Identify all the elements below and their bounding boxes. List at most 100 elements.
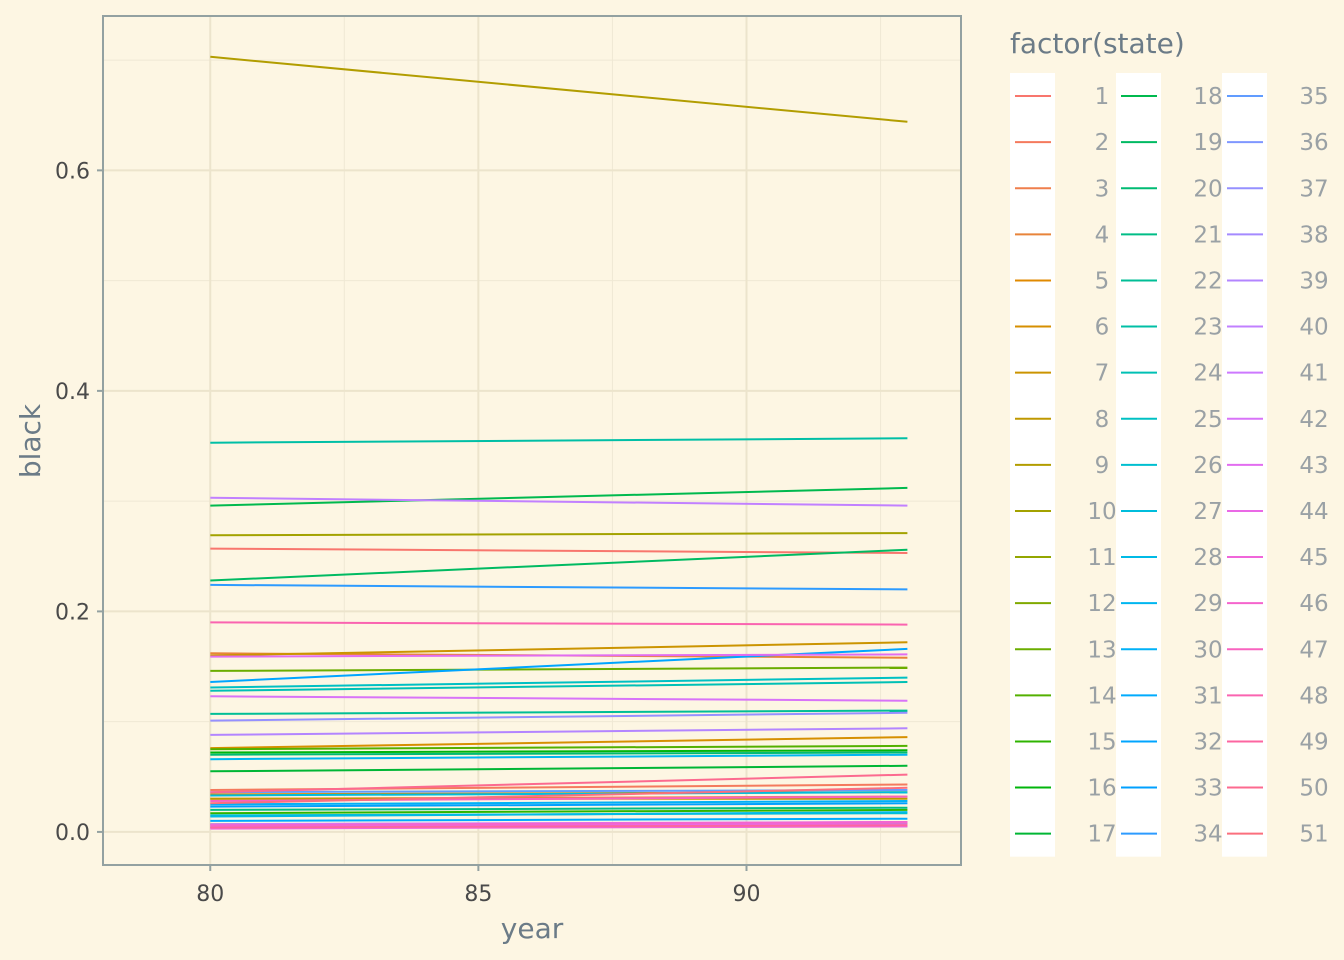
- series-line-14: [210, 744, 908, 751]
- legend-label-28: 28: [1193, 545, 1222, 571]
- y-tick-label: 0.4: [55, 380, 90, 405]
- legend-label-31: 31: [1193, 683, 1222, 709]
- legend-label-23: 23: [1193, 315, 1222, 341]
- series-line-31: [210, 817, 908, 822]
- legend-label-21: 21: [1193, 222, 1222, 248]
- series-line-19: [210, 548, 908, 582]
- x-tick-label: 80: [196, 882, 224, 907]
- series-line-15: [210, 808, 908, 815]
- legend-label-2: 2: [1095, 130, 1110, 156]
- x-tick-label: 90: [733, 882, 761, 907]
- legend-label-12: 12: [1087, 591, 1116, 617]
- x-axis-ticks: 80 85 90: [196, 865, 761, 907]
- legend-label-41: 41: [1299, 361, 1328, 387]
- legend-label-16: 16: [1087, 776, 1116, 802]
- series-line-43: [210, 653, 908, 658]
- y-tick-label: 0.6: [55, 159, 90, 184]
- series-lines: [210, 55, 908, 830]
- series-line-25: [210, 676, 908, 689]
- series-line-24: [210, 681, 908, 692]
- y-axis-title: black: [14, 403, 47, 478]
- legend-title: factor(state): [1010, 27, 1185, 60]
- legend-label-3: 3: [1095, 176, 1110, 202]
- series-line-7: [210, 641, 908, 657]
- legend-label-13: 13: [1087, 637, 1116, 663]
- legend-label-20: 20: [1193, 176, 1222, 202]
- legend-label-47: 47: [1299, 637, 1328, 663]
- y-axis-ticks: 0.0 0.2 0.4 0.6: [55, 159, 103, 846]
- legend-label-29: 29: [1193, 591, 1222, 617]
- legend-label-9: 9: [1095, 453, 1110, 479]
- y-tick-label: 0.0: [55, 821, 90, 846]
- legend-label-39: 39: [1299, 268, 1328, 294]
- legend-label-10: 10: [1087, 499, 1116, 525]
- series-line-6: [210, 736, 908, 750]
- series-line-16: [210, 749, 908, 754]
- series-line-29: [210, 753, 908, 761]
- series-line-39: [210, 727, 908, 736]
- series-line-28: [210, 811, 908, 818]
- legend-label-34: 34: [1193, 822, 1222, 848]
- legend-label-22: 22: [1193, 268, 1222, 294]
- legend-label-26: 26: [1193, 453, 1222, 479]
- legend-label-45: 45: [1299, 545, 1328, 571]
- legend-label-42: 42: [1299, 407, 1328, 433]
- series-line-50: [210, 773, 908, 794]
- legend-label-7: 7: [1095, 361, 1110, 387]
- legend-label-32: 32: [1193, 729, 1222, 755]
- legend-label-46: 46: [1299, 591, 1328, 617]
- legend-label-6: 6: [1095, 315, 1110, 341]
- series-line-27: [210, 791, 908, 797]
- series-line-20: [210, 751, 908, 756]
- legend-label-4: 4: [1095, 222, 1110, 248]
- series-line-9: [210, 55, 908, 123]
- x-tick-label: 85: [464, 882, 492, 907]
- series-line-10: [210, 532, 908, 537]
- series-line-23: [210, 437, 908, 444]
- series-line-37: [210, 711, 908, 722]
- legend-label-40: 40: [1299, 315, 1328, 341]
- series-line-22: [210, 709, 908, 715]
- legend-label-8: 8: [1095, 407, 1110, 433]
- legend-label-1: 1: [1095, 84, 1110, 110]
- legend-label-49: 49: [1299, 729, 1328, 755]
- legend-label-17: 17: [1087, 822, 1116, 848]
- legend-label-43: 43: [1299, 453, 1328, 479]
- legend-label-48: 48: [1299, 683, 1328, 709]
- series-line-17: [210, 764, 908, 773]
- legend-label-37: 37: [1299, 176, 1328, 202]
- series-line-42: [210, 695, 908, 702]
- legend-label-24: 24: [1193, 361, 1222, 387]
- series-line-45: [210, 825, 908, 830]
- legend-label-30: 30: [1193, 637, 1222, 663]
- legend-label-44: 44: [1299, 499, 1328, 525]
- legend-label-5: 5: [1095, 268, 1110, 294]
- legend-label-11: 11: [1087, 545, 1116, 571]
- legend-label-15: 15: [1087, 729, 1116, 755]
- series-line-30: [210, 800, 908, 806]
- series-line-18: [210, 486, 908, 507]
- series-line-13: [210, 666, 908, 672]
- legend-label-27: 27: [1193, 499, 1222, 525]
- legend-label-36: 36: [1299, 130, 1328, 156]
- series-line-40: [210, 496, 908, 507]
- legend-label-19: 19: [1193, 130, 1222, 156]
- series-line-44: [210, 823, 908, 828]
- legend-label-51: 51: [1299, 822, 1328, 848]
- legend-label-18: 18: [1193, 84, 1222, 110]
- y-tick-label: 0.2: [55, 600, 90, 625]
- series-line-34: [210, 583, 908, 591]
- series-line-48: [210, 621, 908, 626]
- x-axis-title: year: [501, 912, 564, 945]
- legend-label-14: 14: [1087, 683, 1116, 709]
- legend-label-35: 35: [1299, 84, 1328, 110]
- legend-label-38: 38: [1299, 222, 1328, 248]
- series-line-46: [210, 821, 908, 827]
- series-line-21: [210, 806, 908, 811]
- legend-label-50: 50: [1299, 776, 1328, 802]
- series-line-33: [210, 802, 908, 808]
- legend: 1234567891011121314151617181920212223242…: [1010, 73, 1329, 857]
- legend-label-25: 25: [1193, 407, 1222, 433]
- series-line-1: [210, 547, 908, 554]
